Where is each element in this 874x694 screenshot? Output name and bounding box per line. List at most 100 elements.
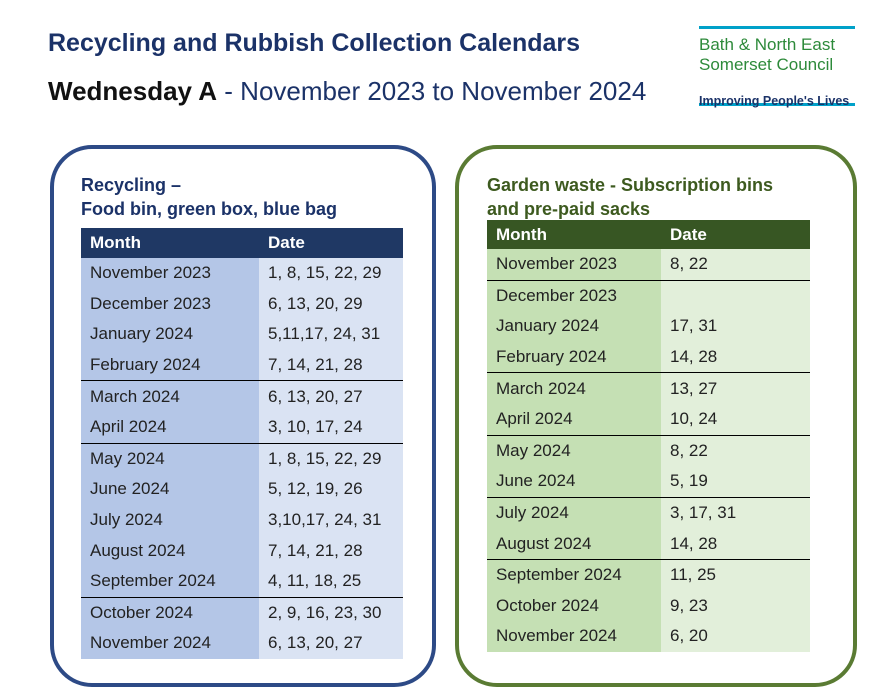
- recycling-title-line-2: Food bin, green box, blue bag: [81, 199, 337, 219]
- table-row: August 2024 14, 28: [487, 528, 810, 560]
- month-cell: June 2024: [487, 466, 661, 498]
- month-cell: October 2024: [81, 596, 259, 629]
- dates-cell: 6, 13, 20, 29: [259, 288, 403, 320]
- table-row: June 2024 5, 12, 19, 26: [81, 474, 403, 505]
- table-row: January 2024 17, 31: [487, 311, 810, 342]
- month-cell: September 2024: [81, 565, 259, 598]
- dates-cell: 5, 12, 19, 26: [259, 474, 403, 505]
- dates-cell: 10, 24: [661, 403, 810, 436]
- table-row: December 2023 6, 13, 20, 29: [81, 288, 403, 320]
- recycling-panel: [50, 145, 436, 687]
- month-cell: March 2024: [487, 372, 661, 404]
- garden-waste-title-line-1: Garden waste - Subscription bins: [487, 175, 774, 195]
- dates-cell: 6, 13, 20, 27: [259, 380, 403, 412]
- month-cell: February 2024: [81, 349, 259, 381]
- table-row: November 2024 6, 13, 20, 27: [81, 628, 403, 659]
- council-logo: Bath & North East Somerset Council Impro…: [699, 26, 855, 118]
- dates-cell: 8, 22: [661, 249, 810, 281]
- garden-waste-title: Garden waste - Subscription bins and pre…: [487, 173, 773, 221]
- table-row: October 2024 2, 9, 16, 23, 30: [81, 596, 403, 629]
- logo-bottom-rule: [699, 103, 855, 106]
- logo-line-1: Bath & North East: [699, 35, 836, 54]
- dates-cell: 8, 22: [661, 434, 810, 467]
- garden-waste-panel: [455, 145, 857, 687]
- dates-cell: 3, 10, 17, 24: [259, 411, 403, 444]
- dates-cell: 1, 8, 15, 22, 29: [259, 258, 403, 289]
- garden-waste-table: Month Date November 2023 8, 22 December 2…: [487, 220, 810, 652]
- dates-cell: 1, 8, 15, 22, 29: [259, 442, 403, 475]
- table-row: April 2024 3, 10, 17, 24: [81, 411, 403, 444]
- month-cell: August 2024: [487, 528, 661, 560]
- logo-line-2: Somerset Council: [699, 55, 834, 74]
- month-cell: April 2024: [487, 403, 661, 436]
- table-header-row: Month Date: [81, 228, 403, 258]
- month-cell: November 2023: [81, 258, 259, 289]
- recycling-title-line-1: Recycling –: [81, 175, 182, 195]
- month-cell: December 2023: [81, 288, 259, 320]
- dates-cell: 11, 25: [661, 558, 810, 591]
- dates-cell: 7, 14, 21, 28: [259, 535, 403, 566]
- table-row: October 2024 9, 23: [487, 590, 810, 622]
- page-title: Recycling and Rubbish Collection Calenda…: [48, 29, 581, 57]
- date-column-header: Date: [259, 228, 403, 258]
- dates-cell: 13, 27: [661, 372, 810, 404]
- month-cell: January 2024: [487, 311, 661, 342]
- table-row: July 2024 3,10,17, 24, 31: [81, 504, 403, 536]
- month-cell: March 2024: [81, 380, 259, 412]
- dates-cell: 5,11,17, 24, 31: [259, 319, 403, 350]
- table-row: May 2024 1, 8, 15, 22, 29: [81, 442, 403, 475]
- dates-cell: 6, 20: [661, 621, 810, 652]
- month-cell: June 2024: [81, 474, 259, 505]
- logo-top-rule: [699, 26, 855, 29]
- garden-waste-title-line-2: and pre-paid sacks: [487, 199, 651, 219]
- dates-cell: [661, 279, 810, 312]
- table-row: November 2023 8, 22: [487, 249, 810, 281]
- recycling-table: Month Date November 2023 1, 8, 15, 22, 29…: [81, 228, 403, 659]
- table-row: February 2024 7, 14, 21, 28: [81, 349, 403, 381]
- month-cell: November 2024: [81, 628, 259, 659]
- month-cell: November 2023: [487, 249, 661, 281]
- table-row: December 2023: [487, 279, 810, 312]
- month-cell: September 2024: [487, 558, 661, 591]
- month-cell: July 2024: [487, 496, 661, 529]
- schedule-name: Wednesday A: [48, 76, 218, 106]
- month-column-header: Month: [81, 228, 259, 258]
- table-row: March 2024 13, 27: [487, 372, 810, 404]
- table-row: November 2024 6, 20: [487, 621, 810, 652]
- month-cell: October 2024: [487, 590, 661, 622]
- month-cell: January 2024: [81, 319, 259, 350]
- dates-cell: 3, 17, 31: [661, 496, 810, 529]
- dates-cell: 7, 14, 21, 28: [259, 349, 403, 381]
- dates-cell: 14, 28: [661, 341, 810, 373]
- dates-cell: 6, 13, 20, 27: [259, 628, 403, 659]
- dates-cell: 14, 28: [661, 528, 810, 560]
- dates-cell: 17, 31: [661, 311, 810, 342]
- table-row: June 2024 5, 19: [487, 466, 810, 498]
- table-row: May 2024 8, 22: [487, 434, 810, 467]
- recycling-title: Recycling – Food bin, green box, blue ba…: [81, 173, 337, 221]
- table-row: August 2024 7, 14, 21, 28: [81, 535, 403, 566]
- month-cell: April 2024: [81, 411, 259, 444]
- dates-cell: 9, 23: [661, 590, 810, 622]
- table-header-row: Month Date: [487, 220, 810, 249]
- month-cell: November 2024: [487, 621, 661, 652]
- date-range: - November 2023 to November 2024: [217, 76, 647, 106]
- month-cell: July 2024: [81, 504, 259, 536]
- dates-cell: 3,10,17, 24, 31: [259, 504, 403, 536]
- page-subtitle: Wednesday A - November 2023 to November …: [48, 76, 646, 107]
- month-cell: May 2024: [487, 434, 661, 467]
- table-row: July 2024 3, 17, 31: [487, 496, 810, 529]
- logo-tagline: Improving People's Lives: [699, 94, 850, 108]
- dates-cell: 5, 19: [661, 466, 810, 498]
- month-column-header: Month: [487, 220, 661, 249]
- table-row: April 2024 10, 24: [487, 403, 810, 436]
- dates-cell: 2, 9, 16, 23, 30: [259, 596, 403, 629]
- table-row: September 2024 4, 11, 18, 25: [81, 565, 403, 598]
- table-row: March 2024 6, 13, 20, 27: [81, 380, 403, 412]
- table-row: January 2024 5,11,17, 24, 31: [81, 319, 403, 350]
- month-cell: August 2024: [81, 535, 259, 566]
- date-column-header: Date: [661, 220, 810, 249]
- table-row: November 2023 1, 8, 15, 22, 29: [81, 258, 403, 289]
- month-cell: May 2024: [81, 442, 259, 475]
- month-cell: February 2024: [487, 341, 661, 373]
